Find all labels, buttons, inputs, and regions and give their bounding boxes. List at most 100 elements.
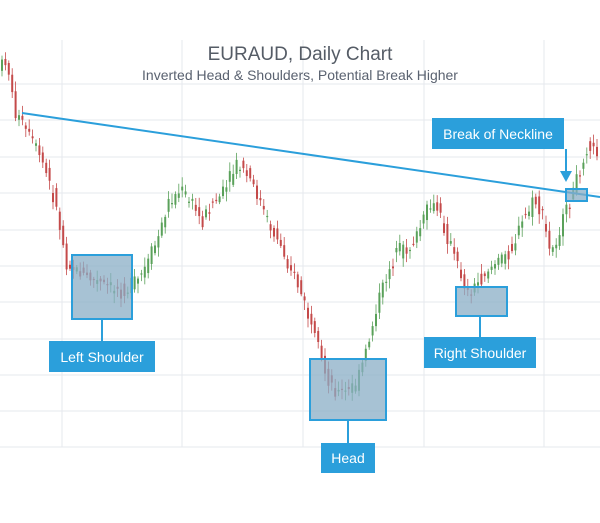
candle-body bbox=[208, 212, 211, 214]
chart-title: EURAUD, Daily Chart bbox=[207, 44, 393, 65]
candle-body bbox=[551, 247, 554, 252]
candle-body bbox=[385, 281, 388, 283]
chart-subtitle: Inverted Head & Shoulders, Potential Bre… bbox=[142, 67, 458, 83]
candle-body bbox=[521, 221, 524, 228]
candle-body bbox=[419, 228, 422, 237]
candle-body bbox=[497, 257, 500, 265]
candle-body bbox=[242, 160, 245, 169]
candle-body bbox=[28, 128, 31, 132]
candle-body bbox=[252, 179, 255, 185]
candle-body bbox=[167, 198, 170, 212]
candle-body bbox=[290, 265, 292, 271]
candle-body bbox=[4, 58, 7, 66]
candle-body bbox=[55, 188, 58, 207]
candle-body bbox=[171, 203, 173, 205]
head-label: Head bbox=[321, 443, 375, 473]
candle-body bbox=[592, 142, 595, 147]
candle-body bbox=[11, 74, 14, 93]
candle-body bbox=[579, 175, 581, 177]
candle-body bbox=[218, 196, 221, 203]
candle-body bbox=[568, 207, 571, 210]
candle-body bbox=[24, 125, 27, 129]
candle-body bbox=[582, 162, 585, 169]
candle-body bbox=[443, 223, 445, 233]
candle-body bbox=[477, 282, 479, 286]
candle-body bbox=[320, 345, 323, 359]
candle-body bbox=[310, 313, 313, 325]
candle-body bbox=[21, 115, 24, 120]
candle-body bbox=[381, 282, 384, 298]
candle-body bbox=[154, 245, 156, 254]
candle-body bbox=[562, 214, 564, 237]
candle-body bbox=[371, 326, 374, 336]
candle-body bbox=[150, 246, 153, 265]
break-of-neckline-label: Break of Neckline bbox=[432, 118, 564, 149]
candle-body bbox=[58, 211, 61, 230]
candle-body bbox=[504, 254, 507, 264]
candle-body bbox=[545, 223, 547, 232]
candle-body bbox=[157, 236, 160, 248]
candle-body bbox=[375, 313, 377, 327]
candle-body bbox=[538, 196, 541, 215]
candle-body bbox=[293, 271, 296, 273]
candle-body bbox=[35, 143, 37, 146]
candle-body bbox=[62, 225, 65, 246]
candle-body bbox=[313, 321, 316, 334]
candle-body bbox=[65, 243, 68, 270]
candle-body bbox=[184, 191, 187, 195]
candle-body bbox=[548, 230, 551, 249]
candle-body bbox=[14, 91, 17, 119]
candle-body bbox=[453, 247, 456, 254]
candle-body bbox=[232, 173, 235, 185]
candle-body bbox=[276, 228, 279, 240]
candle-body bbox=[456, 251, 459, 262]
candle-body bbox=[18, 115, 20, 120]
candle-body bbox=[307, 307, 309, 319]
candle-body bbox=[490, 266, 493, 270]
candle-body bbox=[446, 223, 449, 245]
candle-body bbox=[528, 211, 530, 216]
candle-body bbox=[300, 280, 303, 295]
right-shoulder-zone bbox=[455, 286, 508, 317]
candle-body bbox=[432, 203, 435, 212]
candle-body bbox=[41, 152, 44, 163]
candle-body bbox=[38, 145, 41, 156]
candle-body bbox=[429, 208, 432, 210]
candle-body bbox=[245, 170, 248, 177]
candle-body bbox=[174, 194, 177, 205]
candle-body bbox=[480, 273, 483, 285]
candle-body bbox=[402, 244, 405, 259]
candle-body bbox=[147, 258, 150, 274]
candle-body bbox=[1, 59, 3, 71]
candle-body bbox=[31, 136, 34, 139]
candle-body bbox=[239, 169, 241, 171]
candle-body bbox=[395, 247, 398, 253]
candle-body bbox=[585, 154, 588, 156]
candle-body bbox=[69, 264, 71, 269]
candle-body bbox=[222, 186, 224, 197]
candle-body bbox=[296, 274, 299, 288]
candle-body bbox=[483, 273, 486, 277]
candle-body bbox=[215, 199, 218, 202]
candle-body bbox=[7, 63, 10, 75]
candle-body bbox=[52, 192, 54, 203]
candle-body bbox=[596, 146, 598, 157]
candle-body bbox=[524, 213, 527, 216]
candle-body bbox=[534, 196, 537, 205]
candle-body bbox=[45, 162, 48, 174]
candle-body bbox=[517, 225, 520, 236]
candle-body bbox=[211, 201, 214, 203]
candle-body bbox=[283, 245, 286, 257]
candle-body bbox=[143, 266, 146, 278]
candle-body bbox=[412, 243, 415, 246]
candle-body bbox=[426, 204, 428, 221]
candle-body bbox=[194, 204, 197, 211]
candle-body bbox=[279, 239, 282, 246]
candle-body bbox=[137, 278, 139, 284]
break-zone bbox=[565, 188, 588, 202]
candle-body bbox=[398, 243, 401, 252]
candle-body bbox=[266, 215, 269, 218]
candle-body bbox=[388, 269, 391, 280]
candle-body bbox=[575, 174, 578, 194]
